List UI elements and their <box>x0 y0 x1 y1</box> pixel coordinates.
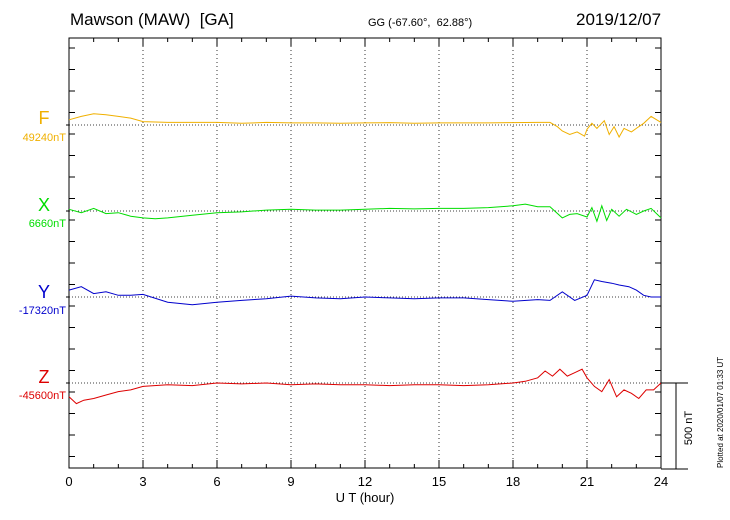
series-label-Y: Y <box>37 282 50 302</box>
trace-F <box>68 113 662 139</box>
x-tick-label: 3 <box>139 474 146 489</box>
station-title: Mawson (MAW) [GA] <box>70 10 234 29</box>
station-coordinates: GG (-67.60°, 62.88°) <box>368 17 473 29</box>
x-tick-label: 15 <box>432 474 446 489</box>
series-label-F: F <box>38 108 50 128</box>
baseline-label-Z: -45600nT <box>18 390 66 402</box>
series-label-X: X <box>37 195 50 215</box>
scale-bar-label: 500 nT <box>683 411 695 446</box>
x-tick-label: 12 <box>358 474 372 489</box>
x-tick-label: 9 <box>287 474 294 489</box>
baseline-label-F: 49240nT <box>22 132 66 144</box>
baseline-label-Y: -17320nT <box>18 305 66 317</box>
series-label-Z: Z <box>38 367 50 387</box>
x-tick-label: 24 <box>654 474 668 489</box>
x-tick-label: 0 <box>65 474 72 489</box>
plotted-timestamp: Plotted at 2020/01/07 01:33 UT <box>716 356 725 468</box>
x-tick-label: 18 <box>506 474 520 489</box>
baseline-label-X: 6660nT <box>28 218 66 230</box>
plot-date: 2019/12/07 <box>576 10 662 29</box>
trace-Y <box>68 279 661 306</box>
x-tick-label: 21 <box>580 474 594 489</box>
trace-Z <box>68 368 662 405</box>
x-axis-label: U T (hour) <box>335 490 395 505</box>
trace-X <box>68 203 662 223</box>
x-tick-label: 6 <box>213 474 220 489</box>
